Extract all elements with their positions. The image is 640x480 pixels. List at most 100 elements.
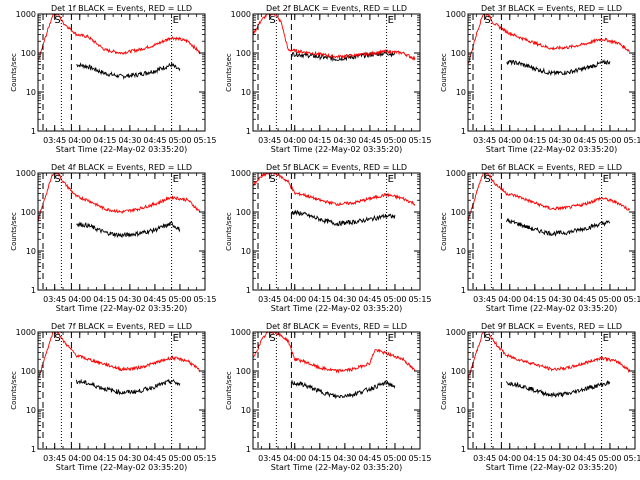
x-tick-label: 05:00 [168, 454, 191, 463]
y-tick-label: 1 [461, 127, 466, 136]
x-tick-label: 04:00 [498, 136, 521, 145]
x-tick-label: 04:30 [333, 136, 356, 145]
y-axis-label: Counts/sec [10, 371, 18, 410]
x-tick-label: 03:45 [258, 454, 281, 463]
x-axis-label: Start Time (22-May-02 03:35:20) [56, 304, 187, 313]
x-tick-label: 04:00 [498, 295, 521, 304]
y-tick-label: 100 [451, 49, 466, 58]
x-tick-label: 03:45 [43, 136, 66, 145]
plot-data [38, 14, 201, 80]
x-tick-label: 04:45 [573, 295, 596, 304]
panel-title: Det 3f BLACK = Events, RED = LLD [481, 4, 622, 13]
series-lld [468, 14, 631, 64]
panel-det-3f: Det 3f BLACK = Events, RED = LLD S E 1 10 100… [440, 4, 640, 154]
x-tick-label: 03:45 [258, 295, 281, 304]
end-marker: E [603, 174, 609, 185]
y-tick-label: 1 [246, 445, 251, 454]
y-tick-label: 10 [456, 406, 466, 415]
x-tick-label: 05:15 [408, 295, 431, 304]
y-tick-label: 100 [21, 367, 36, 376]
series-lld [468, 173, 631, 221]
series-lld [253, 173, 416, 207]
series-events [76, 221, 181, 239]
x-tick-label: 05:00 [598, 295, 621, 304]
x-tick-label: 04:00 [283, 136, 306, 145]
x-tick-label: 04:15 [523, 454, 546, 463]
series-events [75, 378, 181, 396]
x-tick-label: 05:00 [598, 454, 621, 463]
y-tick-label: 10 [26, 406, 36, 415]
x-tick-label: 03:45 [473, 454, 496, 463]
panel-det-5f: Det 5f BLACK = Events, RED = LLD S E 1 10 100… [225, 163, 432, 313]
y-axis-label: Counts/sec [10, 53, 18, 92]
y-tick-label: 10 [241, 88, 251, 97]
x-axis-label: Start Time (22-May-02 03:35:20) [271, 463, 402, 472]
y-axis-label: Counts/sec [10, 212, 18, 251]
panel-title: Det 6f BLACK = Events, RED = LLD [481, 163, 622, 172]
x-tick-label: 04:00 [68, 454, 91, 463]
plot-data [468, 332, 631, 398]
y-tick-label: 10 [26, 88, 36, 97]
x-axis-label: Start Time (22-May-02 03:35:20) [56, 145, 187, 154]
x-tick-label: 04:30 [118, 454, 141, 463]
plot-frame [37, 13, 206, 132]
x-tick-label: 04:15 [308, 136, 331, 145]
plot-data [38, 173, 201, 239]
y-tick-label: 100 [21, 208, 36, 217]
y-tick-label: 1000 [446, 328, 466, 337]
y-tick-label: 1 [31, 445, 36, 454]
x-tick-label: 05:00 [168, 295, 191, 304]
x-axis-label: Start Time (22-May-02 03:35:20) [486, 304, 617, 313]
plot-frame [37, 172, 206, 291]
start-marker: S [54, 333, 60, 344]
series-events [505, 380, 611, 398]
x-tick-label: 04:00 [283, 454, 306, 463]
x-tick-label: 04:15 [93, 454, 116, 463]
y-tick-label: 1000 [446, 10, 466, 19]
y-tick-label: 100 [21, 49, 36, 58]
x-tick-label: 04:45 [358, 136, 381, 145]
start-marker: S [54, 15, 60, 26]
x-tick-label: 04:45 [143, 295, 166, 304]
x-axis-label: Start Time (22-May-02 03:35:20) [271, 145, 402, 154]
y-axis-label: Counts/sec [440, 212, 448, 251]
x-tick-label: 05:00 [168, 136, 191, 145]
plot-frame [252, 172, 421, 291]
y-tick-label: 10 [26, 247, 36, 256]
y-axis-label: Counts/sec [225, 371, 233, 410]
x-tick-label: 03:45 [258, 136, 281, 145]
x-tick-label: 04:30 [333, 295, 356, 304]
x-tick-label: 04:45 [143, 136, 166, 145]
series-lld [38, 332, 201, 379]
plot-data [253, 14, 416, 63]
x-tick-label: 04:15 [523, 295, 546, 304]
x-tick-label: 04:15 [308, 454, 331, 463]
y-tick-label: 100 [236, 367, 251, 376]
plot-data [253, 332, 416, 400]
y-tick-label: 1 [461, 286, 466, 295]
y-tick-label: 1 [31, 286, 36, 295]
x-tick-label: 05:15 [193, 295, 216, 304]
x-tick-label: 05:15 [408, 454, 431, 463]
x-tick-label: 04:15 [308, 295, 331, 304]
plot-data [253, 173, 416, 227]
y-tick-label: 1000 [231, 10, 251, 19]
series-events [506, 59, 611, 77]
panel-title: Det 7f BLACK = Events, RED = LLD [51, 322, 192, 331]
x-tick-label: 05:15 [408, 136, 431, 145]
y-tick-label: 100 [451, 367, 466, 376]
series-events [290, 379, 396, 400]
end-marker: E [173, 333, 179, 344]
plot-frame [467, 331, 636, 450]
x-tick-label: 05:00 [383, 454, 406, 463]
x-tick-label: 05:15 [193, 454, 216, 463]
series-lld [38, 14, 201, 62]
panel-det-7f: Det 7f BLACK = Events, RED = LLD S E 1 10 100… [10, 322, 217, 472]
x-tick-label: 04:00 [283, 295, 306, 304]
end-marker: E [603, 333, 609, 344]
plot-frame [252, 331, 421, 450]
y-tick-label: 1 [461, 445, 466, 454]
x-tick-label: 03:45 [473, 136, 496, 145]
panel-det-4f: Det 4f BLACK = Events, RED = LLD S E 1 10 100… [10, 163, 217, 313]
plot-data [468, 14, 631, 77]
